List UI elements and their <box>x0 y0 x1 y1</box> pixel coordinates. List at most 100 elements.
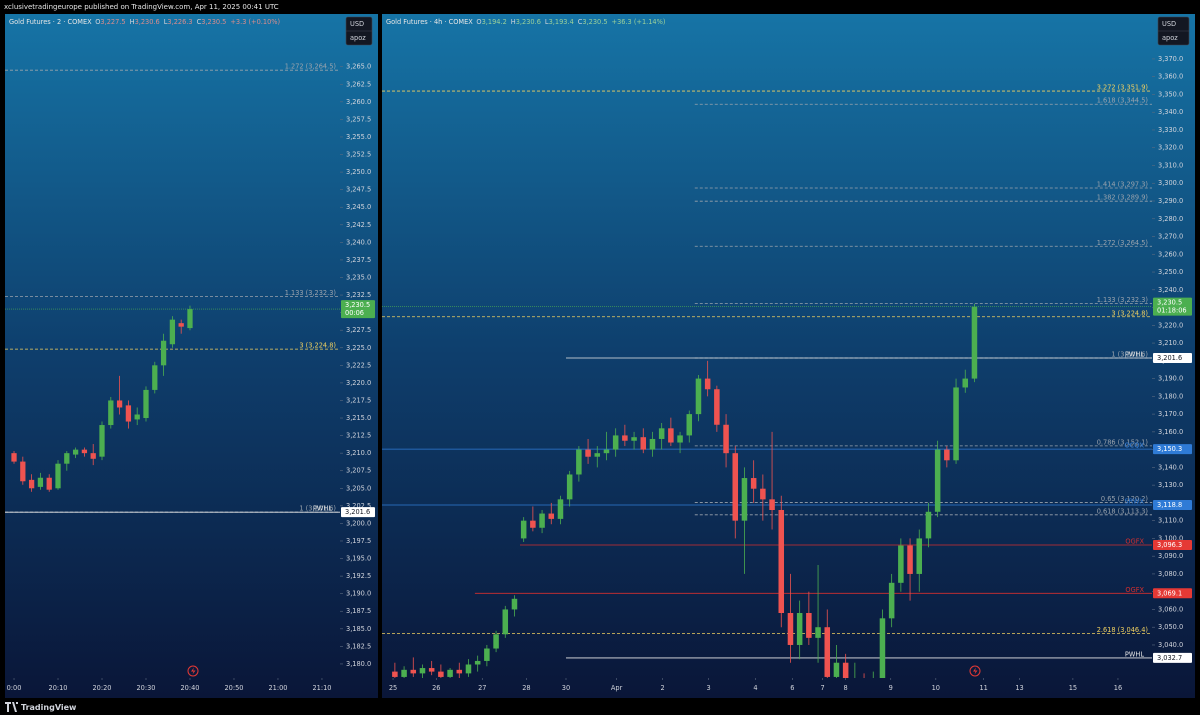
y-tick-label: 3,220.0 <box>346 379 371 387</box>
y-tick-label: 3,140.0 <box>1158 463 1183 471</box>
y-tick-label: 3,182.5 <box>346 642 371 650</box>
x-tick-label: 0:00 <box>7 684 22 692</box>
y-tick-label: 3,260.0 <box>1158 250 1183 258</box>
price-box <box>1153 652 1192 663</box>
candle-body <box>143 389 149 419</box>
candle-body <box>925 511 932 539</box>
candle-body <box>576 449 582 475</box>
candle-body <box>622 435 628 441</box>
y-tick-label: 3,260.0 <box>346 98 371 106</box>
candle-body <box>741 478 748 521</box>
symbol-title: Gold Futures · 2 · COMEX <box>9 18 92 26</box>
y-tick-label: 3,205.0 <box>346 484 371 492</box>
level-label: 1.382 (3,289.9) <box>1097 194 1148 202</box>
x-tick-label: 3 <box>706 684 710 692</box>
candle-body <box>465 664 472 674</box>
legend-value: 3,226.3 <box>167 18 192 26</box>
candle-body <box>704 378 711 390</box>
candle-body <box>916 538 923 574</box>
candle-body <box>944 449 950 461</box>
y-tick-label: 3,245.0 <box>346 203 371 211</box>
y-tick-label: 3,252.5 <box>346 151 371 159</box>
candle-body <box>566 474 573 500</box>
level-label: OGFX <box>1125 537 1144 545</box>
y-tick-label: 3,240.0 <box>1158 286 1183 294</box>
level-label: 1.272 (3,264.5) <box>285 63 336 71</box>
y-tick-label: 3,237.5 <box>346 256 371 264</box>
y-tick-label: 3,250.0 <box>1158 268 1183 276</box>
y-tick-label: 3,202.5 <box>346 502 371 510</box>
y-tick-label: 3,185.0 <box>346 625 371 633</box>
x-tick-label: Apr <box>611 684 623 692</box>
candle-body <box>907 545 913 574</box>
legend-value: 3,194.2 <box>482 18 507 26</box>
candle-body <box>99 425 105 457</box>
price-box-label: 3,096.3 <box>1157 541 1182 549</box>
y-tick-label: 3,247.5 <box>346 186 371 194</box>
level-label: PWHL <box>1125 350 1144 358</box>
y-tick-label: 3,217.5 <box>346 396 371 404</box>
legend-value: 3,227.5 <box>100 18 125 26</box>
candle-body <box>502 609 509 635</box>
level-label: 1 (3,201.6) <box>299 505 336 513</box>
candle-body <box>953 387 959 461</box>
y-tick-label: 3,110.0 <box>1158 517 1183 525</box>
x-tick-label: 16 <box>1114 684 1122 692</box>
y-tick-label: 3,197.5 <box>346 537 371 545</box>
chart-panel: 3.272 (3,351.9) 1.618 (3,344.5) 1.414 (3,2… <box>382 14 1195 698</box>
y-tick-label: 3,340.0 <box>1158 108 1183 116</box>
candle-body <box>438 671 444 677</box>
y-tick-label: 3,080.0 <box>1158 570 1183 578</box>
symbol-legend: Gold Futures · 2 · COMEX O3,227.5 H3,230.6… <box>9 18 280 26</box>
price-box <box>1153 352 1192 363</box>
level-label: 1 (3,201.6) <box>1111 350 1148 358</box>
y-tick-label: 3,195.0 <box>346 555 371 563</box>
candle-body <box>64 453 70 464</box>
level-label: 1.414 (3,297.3) <box>1097 181 1148 189</box>
y-tick-label: 3,330.0 <box>1158 126 1183 134</box>
chart-panel: 1.272 (3,264.5) 1.133 (3,232.3) 3 (3,224.8… <box>5 14 378 698</box>
plot-area: 1.272 (3,264.5) 1.133 (3,232.3) 3 (3,224.8… <box>5 63 340 513</box>
candle-body <box>419 668 426 674</box>
candle-body <box>898 545 904 583</box>
footer-bar: TradingView <box>5 702 77 712</box>
x-tick-label: 7 <box>821 684 825 692</box>
y-tick-label: 3,270.0 <box>1158 233 1183 241</box>
y-tick-label: 3,130.0 <box>1158 481 1183 489</box>
candle-body <box>658 428 665 439</box>
candle-body <box>815 627 821 638</box>
candle-body <box>81 449 88 454</box>
level-label: 0.618 (3,113.3) <box>1097 507 1148 515</box>
last-price-label: 3,230.5 <box>1157 299 1182 307</box>
level-label: 1.618 (3,344.5) <box>1097 97 1148 105</box>
y-tick-label: 3,242.5 <box>346 221 371 229</box>
publish-note: xclusivetradingeurope published on Tradi… <box>4 3 279 11</box>
y-tick-label: 3,050.0 <box>1158 623 1183 631</box>
footer-brand: TradingView <box>21 703 77 712</box>
candle-body <box>11 453 17 462</box>
candle-body <box>511 598 518 610</box>
legend-value: 3,193.4 <box>549 18 574 26</box>
last-price-box <box>1153 297 1192 316</box>
candle-body <box>410 669 417 674</box>
y-tick-label: 3,360.0 <box>1158 73 1183 81</box>
legend-key: L <box>164 18 168 26</box>
last-price-box <box>341 300 375 319</box>
candle-body <box>723 424 729 454</box>
candle-body <box>539 513 545 528</box>
candle-body <box>72 449 79 455</box>
legend-value: 3,230.5 <box>582 18 607 26</box>
y-tick-label: 3,180.0 <box>346 660 371 668</box>
candle-body <box>778 510 785 614</box>
price-box <box>1153 444 1192 455</box>
price-box-label: 3,201.6 <box>345 508 370 516</box>
candle-body <box>824 627 831 677</box>
countdown: 01:18:06 <box>1157 307 1187 315</box>
x-tick-label: 6 <box>790 684 794 692</box>
price-box-label: 3,118.8 <box>1157 501 1182 509</box>
y-tick-label: 3,235.0 <box>346 273 371 281</box>
x-tick-label: 20:30 <box>136 684 155 692</box>
candle-body <box>585 449 591 457</box>
y-tick-label: 3,257.5 <box>346 115 371 123</box>
